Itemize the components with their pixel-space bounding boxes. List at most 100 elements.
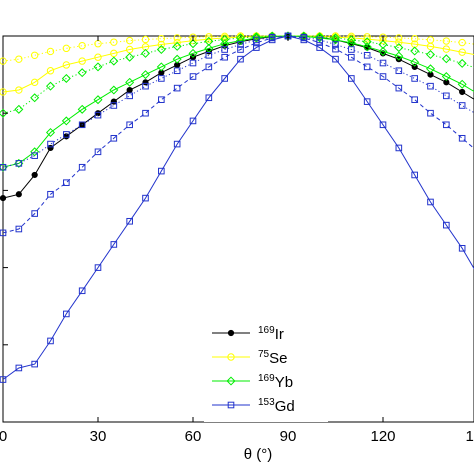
data-point — [458, 134, 466, 142]
data-point — [125, 52, 135, 62]
data-point — [205, 94, 213, 102]
data-point — [411, 75, 418, 82]
data-point — [78, 163, 86, 171]
data-point — [93, 62, 103, 72]
data-point — [78, 121, 86, 129]
data-point — [394, 43, 404, 53]
legend-entry-ir: 169Ir — [212, 325, 284, 343]
data-point — [443, 121, 450, 129]
data-point — [172, 54, 182, 64]
data-point — [173, 38, 181, 47]
data-point — [173, 67, 181, 75]
data-point — [173, 84, 181, 92]
data-point — [110, 241, 118, 248]
series-line — [2, 35, 474, 93]
data-point — [141, 35, 150, 44]
data-point — [395, 67, 403, 75]
data-point — [236, 32, 245, 40]
data-point — [0, 57, 7, 65]
data-point — [316, 44, 323, 51]
data-point — [346, 35, 356, 45]
data-point — [15, 225, 23, 233]
data-point — [110, 98, 117, 105]
data-point — [157, 40, 166, 49]
legend-label: 169Yb — [258, 373, 293, 391]
data-point — [363, 98, 371, 105]
data-point — [158, 96, 165, 103]
data-point — [110, 102, 118, 109]
data-point — [443, 92, 450, 100]
data-point — [379, 121, 387, 129]
data-point — [142, 82, 149, 90]
data-point — [332, 41, 339, 48]
data-point — [93, 95, 103, 105]
data-point — [110, 134, 118, 142]
x-tick-label: 90 — [280, 428, 297, 445]
legend-label: 153Gd — [258, 397, 295, 415]
data-point — [188, 39, 198, 49]
data-point — [427, 82, 434, 90]
data-point — [0, 229, 7, 237]
data-point — [94, 53, 102, 61]
data-point — [62, 61, 71, 69]
data-point — [332, 45, 339, 53]
series-se-2 — [0, 32, 474, 65]
data-point — [157, 35, 166, 43]
data-point — [363, 35, 371, 43]
data-point — [47, 337, 54, 345]
data-point — [442, 45, 451, 53]
data-point — [78, 41, 86, 50]
data-point — [316, 36, 323, 44]
data-point — [237, 41, 244, 48]
data-point — [411, 63, 418, 70]
legend-marker — [227, 401, 235, 409]
data-point — [31, 360, 38, 368]
data-point — [31, 171, 38, 179]
data-point — [427, 109, 434, 117]
data-point — [458, 38, 466, 47]
series-yb-4 — [0, 31, 474, 118]
data-point — [378, 39, 388, 49]
data-point — [395, 38, 403, 46]
data-point — [142, 109, 149, 117]
data-point — [126, 121, 133, 129]
data-point — [457, 58, 467, 68]
data-point — [363, 63, 371, 71]
data-point — [457, 79, 467, 89]
legend-entry-se: 75Se — [212, 349, 287, 367]
x-tick-label: 120 — [370, 428, 395, 445]
data-point — [30, 51, 39, 59]
x-axis: 0 30 60 90 120 150 — [0, 36, 474, 445]
data-point — [205, 48, 212, 55]
data-point — [458, 48, 466, 56]
data-point — [45, 127, 56, 138]
data-point — [221, 46, 228, 53]
data-point — [158, 75, 165, 82]
series-line — [2, 35, 474, 199]
data-point — [425, 50, 436, 60]
data-point — [205, 33, 213, 41]
data-point — [221, 75, 228, 82]
data-point — [411, 171, 418, 179]
data-point — [268, 33, 276, 41]
data-point — [45, 81, 56, 91]
legend-marker — [227, 329, 235, 337]
data-point — [459, 88, 466, 96]
data-point — [15, 55, 23, 63]
data-point — [125, 77, 135, 87]
data-point — [410, 35, 419, 43]
data-point — [63, 131, 70, 138]
data-point — [363, 52, 371, 59]
data-point — [205, 52, 213, 59]
data-point — [63, 179, 70, 186]
data-point — [78, 57, 86, 65]
data-point — [363, 33, 371, 41]
data-point — [379, 73, 387, 80]
data-point — [0, 195, 7, 202]
data-point — [15, 86, 23, 94]
data-point — [61, 116, 71, 126]
x-tick-label: 60 — [185, 428, 202, 445]
data-point — [205, 35, 213, 43]
data-point — [411, 96, 418, 103]
data-point — [220, 34, 230, 44]
